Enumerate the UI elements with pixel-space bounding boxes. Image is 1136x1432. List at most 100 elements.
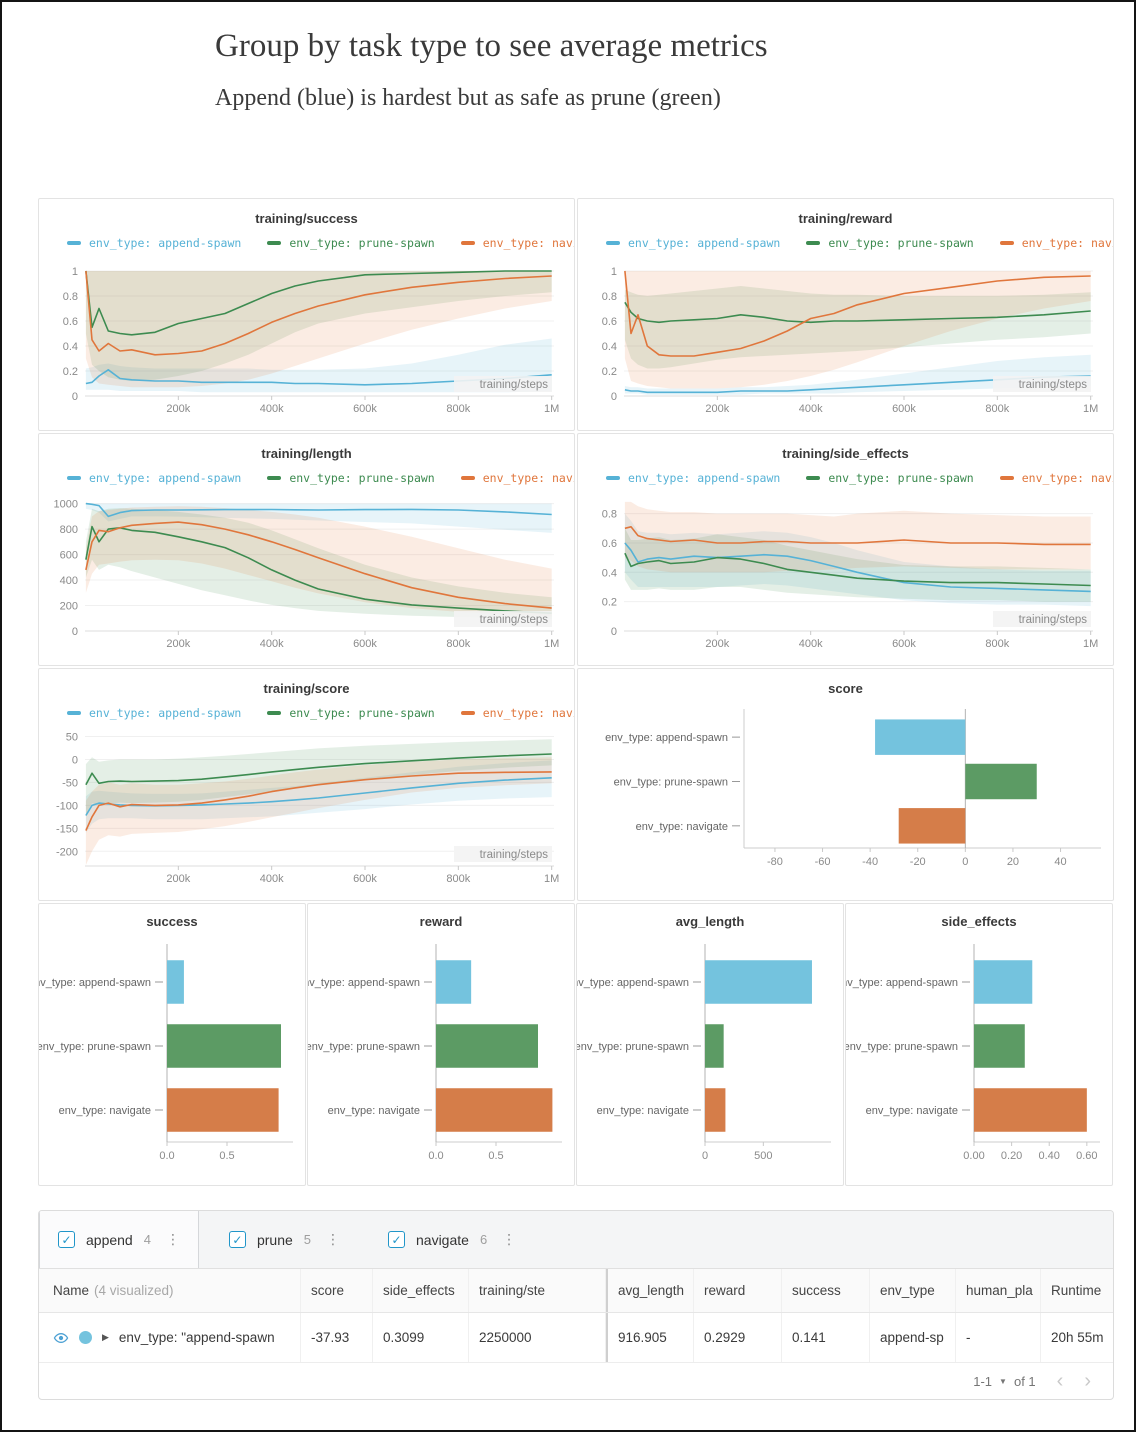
svg-text:1: 1	[611, 266, 617, 278]
chart-panel-training-reward[interactable]: training/reward env_type: append-spawn env…	[577, 198, 1114, 431]
legend-item[interactable]: env_type: append-spawn	[67, 236, 241, 250]
chart-panel-avg-length-bars[interactable]: avg_length 0 500 env_type: append-spawn env_…	[576, 903, 844, 1186]
expand-caret-icon[interactable]: ▶	[102, 1332, 109, 1342]
svg-text:env_type: prune-spawn: env_type: prune-spawn	[846, 1041, 958, 1053]
legend-swatch-icon	[67, 476, 81, 480]
legend-item[interactable]: env_type: navigate	[999, 236, 1113, 250]
svg-text:1: 1	[72, 266, 78, 278]
filter-tab-navigate[interactable]: ✓ navigate 6 ⋮	[370, 1211, 534, 1268]
chart-panel-training-score[interactable]: training/score env_type: append-spawn env_…	[38, 668, 575, 901]
page-range-dropdown[interactable]: 1-1	[973, 1373, 993, 1389]
svg-text:200k: 200k	[166, 403, 190, 415]
svg-text:training/steps: training/steps	[1019, 614, 1088, 626]
kebab-menu-icon[interactable]: ⋮	[326, 1231, 340, 1247]
dropdown-caret-icon[interactable]: ▼	[999, 1376, 1007, 1386]
runs-table-panel: ✓ append 4 ⋮ ✓ prune 5 ⋮ ✓ navigate 6 ⋮ …	[38, 1210, 1114, 1400]
column-header-reward[interactable]: reward	[694, 1269, 782, 1312]
column-header-runtime[interactable]: Runtime	[1041, 1269, 1113, 1312]
legend-item[interactable]: env_type: append-spawn	[67, 471, 241, 485]
legend-item[interactable]: env_type: prune-spawn	[267, 471, 435, 485]
cell-runtime: 20h 55m	[1041, 1313, 1113, 1362]
column-header-human-pla[interactable]: human_pla	[956, 1269, 1041, 1312]
chart-title: score	[828, 681, 863, 696]
legend-label: env_type: append-spawn	[89, 236, 242, 250]
svg-text:0.4: 0.4	[602, 341, 617, 353]
column-header-score[interactable]: score	[301, 1269, 373, 1312]
svg-text:-200: -200	[56, 846, 78, 858]
column-header-name[interactable]: Name (4 visualized)	[39, 1269, 301, 1312]
legend-item[interactable]: env_type: append-spawn	[606, 236, 780, 250]
svg-text:0.5: 0.5	[219, 1150, 234, 1162]
filter-count: 4	[143, 1232, 151, 1247]
chevron-right-icon[interactable]: ›	[1084, 1370, 1091, 1392]
legend-item[interactable]: env_type: navigate	[460, 706, 574, 720]
svg-text:0: 0	[72, 754, 78, 766]
svg-text:0.2: 0.2	[602, 366, 617, 378]
legend-item[interactable]: env_type: navigate	[460, 471, 574, 485]
column-header-env-type[interactable]: env_type	[870, 1269, 956, 1312]
svg-text:env_type: append-spawn: env_type: append-spawn	[39, 977, 151, 989]
filter-tab-append[interactable]: ✓ append 4 ⋮	[39, 1211, 199, 1268]
legend-item[interactable]: env_type: prune-spawn	[267, 706, 435, 720]
chart-panel-success-bars[interactable]: success 0.0 0.5 env_type: append-spawn env_t…	[38, 903, 306, 1186]
svg-text:0.4: 0.4	[602, 567, 617, 579]
legend-item[interactable]: env_type: prune-spawn	[267, 236, 435, 250]
svg-text:600k: 600k	[353, 873, 377, 885]
svg-text:0.2: 0.2	[602, 597, 617, 609]
svg-text:200k: 200k	[705, 638, 729, 650]
legend-item[interactable]: env_type: navigate	[460, 236, 574, 250]
chart-title: training/success	[255, 211, 358, 226]
legend-swatch-icon	[460, 711, 475, 715]
column-header-training-steps[interactable]: training/ste	[469, 1269, 606, 1312]
eye-icon[interactable]	[53, 1330, 69, 1346]
chart-title: reward	[419, 914, 463, 929]
legend-item[interactable]: env_type: append-spawn	[606, 471, 780, 485]
checkbox-checked-icon[interactable]: ✓	[58, 1231, 75, 1248]
kebab-menu-icon[interactable]: ⋮	[502, 1231, 517, 1247]
checkbox-checked-icon[interactable]: ✓	[388, 1231, 405, 1248]
cell-success: 0.141	[782, 1313, 870, 1362]
kebab-menu-icon[interactable]: ⋮	[165, 1231, 180, 1247]
column-header-avg-length[interactable]: avg_length	[606, 1269, 694, 1312]
svg-text:800: 800	[60, 524, 78, 536]
chart-panel-training-success[interactable]: training/success env_type: append-spawn en…	[38, 198, 575, 431]
svg-text:env_type: prune-spawn: env_type: prune-spawn	[308, 1041, 420, 1053]
svg-text:0: 0	[72, 391, 78, 403]
chart-panel-side-effects-bars[interactable]: side_effects 0.00 0.20 0.40 0.60 env_type: ap…	[845, 903, 1113, 1186]
legend-swatch-icon	[267, 711, 282, 715]
charts-grid-small: success 0.0 0.5 env_type: append-spawn env_t…	[38, 903, 1113, 1186]
svg-text:600k: 600k	[892, 403, 916, 415]
run-name[interactable]: env_type: "append-spawn	[118, 1330, 275, 1345]
visualized-count-label: (4 visualized)	[94, 1283, 174, 1298]
page-of-label: of 1	[1013, 1373, 1036, 1389]
svg-text:1M: 1M	[544, 638, 559, 650]
svg-text:200k: 200k	[166, 873, 190, 885]
chart-panel-reward-bars[interactable]: reward 0.0 0.5 env_type: append-spawn env_ty…	[307, 903, 575, 1186]
svg-text:env_type: navigate: env_type: navigate	[636, 821, 728, 833]
legend-item[interactable]: env_type: append-spawn	[67, 706, 241, 720]
svg-text:0: 0	[702, 1150, 708, 1162]
page-title: Group by task type to see average metric…	[215, 28, 768, 64]
svg-text:0.6: 0.6	[602, 316, 617, 328]
legend-item[interactable]: env_type: prune-spawn	[806, 471, 974, 485]
svg-text:env_type: append-spawn: env_type: append-spawn	[605, 732, 728, 744]
column-header-success[interactable]: success	[782, 1269, 870, 1312]
cell-reward: 0.2929	[694, 1313, 782, 1362]
chevron-left-icon[interactable]: ‹	[1056, 1370, 1064, 1392]
chart-panel-training-length[interactable]: training/length env_type: append-spawn env…	[38, 433, 575, 666]
chart-legend: env_type: append-spawn env_type: prune-sp…	[67, 470, 574, 486]
table-row[interactable]: ▶ env_type: "append-spawn -37.93 0.3099 …	[39, 1313, 1113, 1363]
svg-text:0.60: 0.60	[1076, 1150, 1097, 1162]
checkbox-checked-icon[interactable]: ✓	[228, 1231, 246, 1248]
chart-panel-score-bars[interactable]: score -80 -60 -40 -20 0 20 40 env_type: append-s…	[577, 668, 1114, 901]
legend-item[interactable]: env_type: prune-spawn	[806, 236, 974, 250]
legend-item[interactable]: env_type: navigate	[999, 471, 1113, 485]
svg-text:-100: -100	[56, 800, 78, 812]
svg-text:40: 40	[1054, 856, 1066, 868]
column-header-side-effects[interactable]: side_effects	[373, 1269, 469, 1312]
svg-text:-60: -60	[815, 856, 831, 868]
legend-swatch-icon	[806, 476, 821, 480]
filter-tab-prune[interactable]: ✓ prune 5 ⋮	[211, 1211, 358, 1268]
chart-panel-training-side-effects[interactable]: training/side_effects env_type: append-sp…	[577, 433, 1114, 666]
svg-text:0.20: 0.20	[1001, 1150, 1022, 1162]
